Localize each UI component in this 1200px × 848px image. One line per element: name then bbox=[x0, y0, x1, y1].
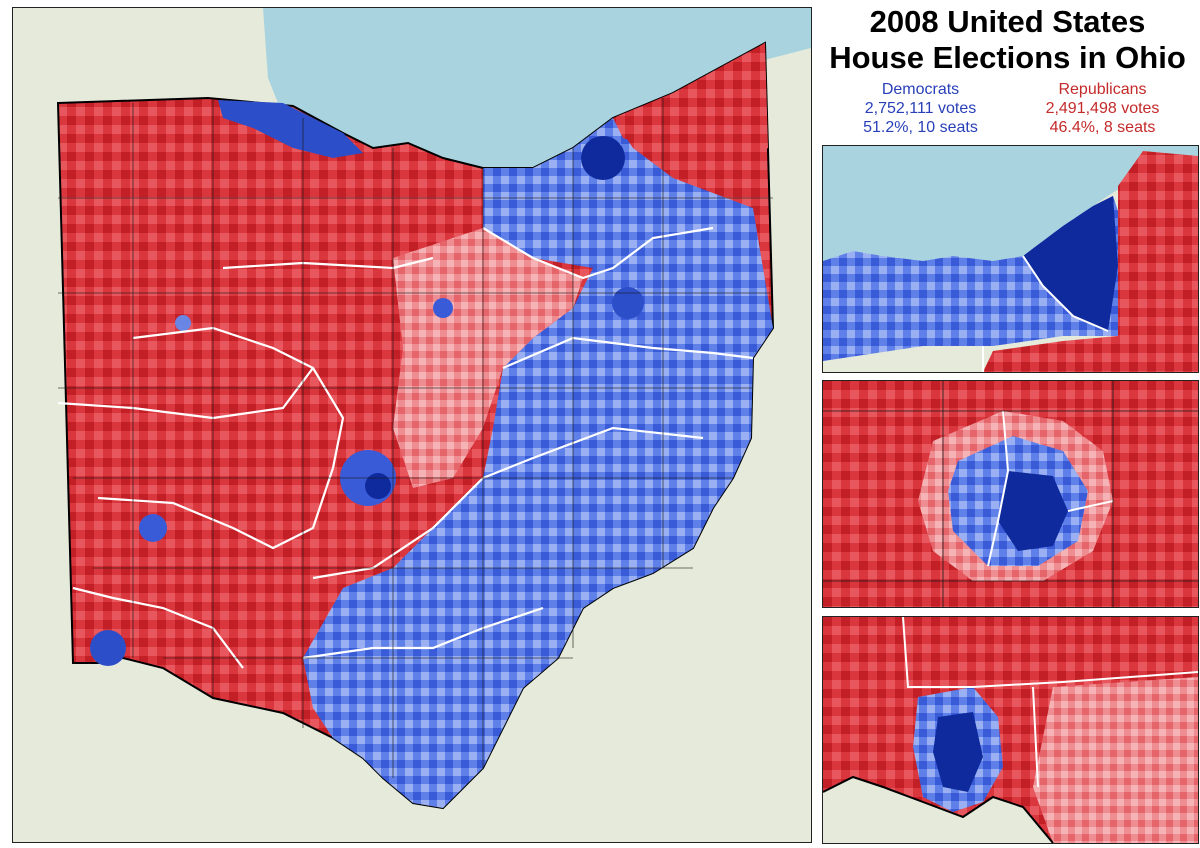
akron-area bbox=[612, 287, 644, 319]
northeast-red-area bbox=[613, 43, 768, 168]
inset-dark-core bbox=[998, 471, 1068, 551]
inset-district-line bbox=[902, 617, 1198, 788]
dayton-area bbox=[139, 514, 167, 542]
inset-dark-blue-core bbox=[1023, 196, 1118, 331]
ohio-precinct-map bbox=[13, 8, 811, 842]
inset-map-cleveland bbox=[822, 145, 1199, 373]
columbus-core bbox=[365, 473, 391, 499]
inset-lake bbox=[823, 146, 1198, 261]
republicans-tally: Republicans 2,491,498 votes 46.4%, 8 sea… bbox=[1015, 80, 1190, 137]
republicans-label: Republicans bbox=[1058, 81, 1147, 98]
toledo-area bbox=[218, 100, 363, 158]
cincinnati-inset-svg bbox=[823, 617, 1198, 843]
cincinnati-area bbox=[90, 630, 126, 666]
republicans-share: 46.4%, 8 seats bbox=[1049, 119, 1156, 136]
inset-county-lines bbox=[823, 381, 1198, 607]
democrats-votes: 2,752,111 votes bbox=[864, 100, 977, 117]
cleveland-area bbox=[581, 136, 625, 180]
inset-red-area bbox=[983, 151, 1198, 372]
democrats-tally: Democrats 2,752,111 votes 51.2%, 10 seat… bbox=[833, 80, 1008, 137]
inset-state-border bbox=[823, 775, 1054, 843]
inset-district-line bbox=[982, 255, 1109, 372]
cleveland-inset-svg bbox=[823, 146, 1198, 372]
title-line-2: House Elections in Ohio bbox=[829, 40, 1186, 75]
inset-map-columbus bbox=[822, 380, 1199, 608]
lake-erie bbox=[263, 8, 811, 168]
democratic-region-east bbox=[303, 118, 773, 808]
main-map bbox=[12, 7, 812, 843]
county-boundaries bbox=[58, 98, 773, 778]
lima-area bbox=[175, 315, 191, 331]
mansfield-area bbox=[433, 298, 453, 318]
inset-pink-east bbox=[1033, 677, 1198, 843]
inset-district-line bbox=[987, 410, 1114, 567]
inset-map-cincinnati bbox=[822, 616, 1199, 844]
district-boundaries bbox=[57, 226, 754, 669]
democrats-share: 51.2%, 10 seats bbox=[863, 119, 978, 136]
title-block: 2008 United States House Elections in Oh… bbox=[815, 4, 1200, 142]
democrats-label: Democrats bbox=[881, 81, 960, 98]
inset-dark-core bbox=[933, 712, 983, 792]
columbus-inset-svg bbox=[823, 381, 1198, 607]
republicans-votes: 2,491,498 votes bbox=[1045, 100, 1160, 117]
title-line-1: 2008 United States bbox=[869, 4, 1146, 39]
